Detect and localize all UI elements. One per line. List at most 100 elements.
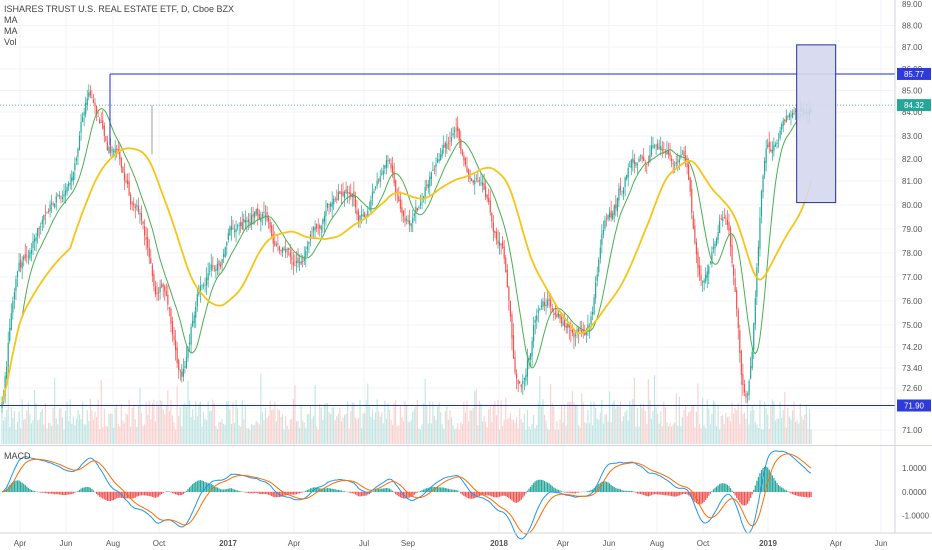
candle-body [179,370,181,372]
macd-histogram-bar [350,491,352,494]
candle-body [795,110,797,112]
candle-body [12,300,14,313]
macd-histogram-bar [576,491,578,493]
candle-body [58,195,60,197]
macd-histogram-bar [492,491,494,498]
volume-bar [237,408,239,444]
macd-histogram-bar [516,491,518,503]
volume-bar [333,407,335,444]
volume-bar [415,406,417,444]
macd-histogram-bar [274,491,276,498]
candle-body [249,221,251,225]
macd-histogram-bar [754,485,756,493]
volume-bar [295,421,298,444]
macd-histogram-bar [607,482,609,493]
macd-y-tick-label: -1.0000 [902,511,930,520]
candle-body [540,305,542,308]
candle-body [715,238,718,246]
volume-bar [271,410,273,444]
candle-body [51,202,53,205]
candle-body [393,171,395,184]
macd-histogram-bar [477,491,479,497]
candle-body [695,242,697,255]
volume-bar [288,429,290,444]
volume-bar [632,399,634,444]
volume-bar [743,412,745,444]
y-tick-label: 87.00 [902,43,923,52]
macd-histogram-bar [590,490,592,493]
candle-body [500,243,502,245]
candle-body [619,186,622,191]
macd-histogram-bar [728,486,730,493]
volume-bar [609,391,611,444]
macd-histogram-bar [89,487,91,493]
volume-bar [615,408,617,444]
candle-body [232,227,234,230]
macd-histogram-bar [379,488,381,493]
candle-body [781,124,783,130]
volume-bar [170,399,172,444]
macd-histogram-bar [119,491,121,498]
macd-histogram-bar [378,488,380,493]
macd-histogram-bar [491,491,493,497]
candle-body [604,219,606,229]
candle-body [522,380,524,385]
volume-bar [243,419,245,444]
candle-body [697,251,699,269]
macd-histogram-bar [237,490,239,493]
macd-histogram-bar [498,491,501,497]
macd-histogram-bar [511,491,513,501]
volume-bar [30,423,32,444]
candle-body [643,157,645,161]
macd-histogram-bar [157,491,160,497]
candle-body [247,219,250,223]
candle-body [85,102,87,115]
volume-bar [712,400,714,444]
macd-histogram-bar [41,491,43,493]
macd-histogram-bar [764,466,766,493]
macd-histogram-bar [24,485,26,493]
candle-body [519,381,521,384]
candle-body [148,247,150,258]
signal-line [1,453,812,535]
volume-bar [178,416,180,444]
candle-body [178,359,180,371]
candle-body [72,172,74,181]
candle-body [106,141,108,151]
candle-body [190,327,192,345]
macd-histogram-bar [609,483,611,493]
volume-bar [390,419,392,444]
macd-histogram-bar [55,491,57,495]
candle-body [494,231,496,233]
volume-bar [322,420,324,444]
macd-histogram-bar [568,491,570,493]
volume-bar [153,399,155,444]
candle-body [618,188,620,201]
volume-bar [570,401,572,444]
candle-body [567,324,569,328]
macd-histogram-bar [78,489,81,493]
volume-bar [432,402,434,444]
volume-bar [263,420,265,444]
volume-bar [72,416,74,444]
macd-histogram-bar [548,483,550,493]
macd-histogram-bar [150,491,152,497]
candle-body [63,194,65,197]
candle-body [626,175,628,179]
macd-histogram-bar [280,491,282,497]
volume-bar [71,423,73,444]
macd-histogram-bar [384,488,386,493]
macd-histogram-bar [102,491,104,499]
macd-histogram-bar [181,491,183,495]
macd-histogram-bar [258,491,260,494]
volume-bar [497,399,499,444]
candle-body [37,227,39,237]
volume-bar [257,422,259,444]
macd-histogram-bar [446,488,448,493]
volume-bar [264,407,267,444]
macd-histogram-bar [512,491,515,502]
macd-histogram-bar [574,491,577,494]
volume-bar [805,404,807,444]
